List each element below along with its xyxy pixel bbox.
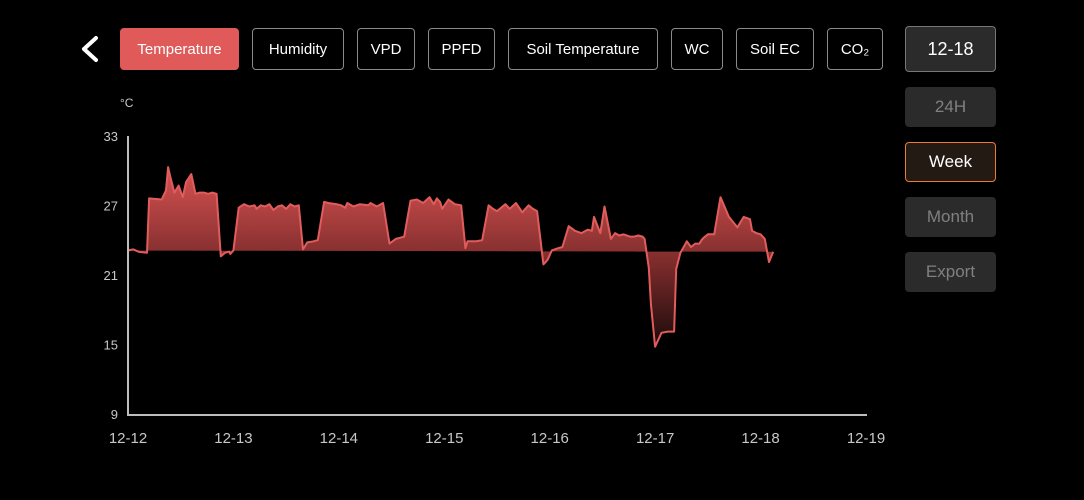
temperature-area bbox=[128, 167, 774, 347]
x-axis-ticks: 12-12 12-13 12-14 12-15 12-16 12-17 12-18 12-19 bbox=[109, 430, 885, 447]
y-tick-label: 27 bbox=[104, 199, 118, 214]
x-tick-label: 12-13 bbox=[214, 430, 252, 447]
tab-ppfd[interactable]: PPFD bbox=[428, 28, 495, 70]
tab-temperature[interactable]: Temperature bbox=[120, 28, 239, 70]
back-button[interactable] bbox=[72, 30, 108, 68]
export-button[interactable]: Export bbox=[905, 252, 996, 292]
y-axis-unit: °C bbox=[120, 96, 134, 110]
x-tick-label: 12-14 bbox=[320, 430, 358, 447]
x-tick-label: 12-16 bbox=[531, 430, 569, 447]
date-picker-button[interactable]: 12-18 bbox=[905, 26, 996, 72]
tab-soil-ec[interactable]: Soil EC bbox=[736, 28, 814, 70]
x-tick-label: 12-12 bbox=[109, 430, 147, 447]
x-tick-label: 12-18 bbox=[741, 430, 779, 447]
x-tick-label: 12-19 bbox=[847, 430, 885, 447]
y-axis-ticks: 9 15 21 27 33 bbox=[104, 129, 118, 422]
tab-co2[interactable]: CO₂ bbox=[827, 28, 883, 70]
temperature-line bbox=[127, 166, 775, 348]
range-month-button[interactable]: Month bbox=[905, 197, 996, 237]
y-tick-label: 9 bbox=[111, 407, 118, 422]
x-tick-label: 12-15 bbox=[425, 430, 463, 447]
y-tick-label: 33 bbox=[104, 129, 118, 144]
tab-soil-temperature[interactable]: Soil Temperature bbox=[508, 28, 658, 70]
tab-humidity[interactable]: Humidity bbox=[252, 28, 344, 70]
tab-wc[interactable]: WC bbox=[671, 28, 723, 70]
x-tick-label: 12-17 bbox=[636, 430, 674, 447]
range-week-button[interactable]: Week bbox=[905, 142, 996, 182]
chevron-left-icon bbox=[82, 36, 98, 62]
range-24h-button[interactable]: 24H bbox=[905, 87, 996, 127]
tab-vpd[interactable]: VPD bbox=[357, 28, 415, 70]
y-tick-label: 15 bbox=[104, 338, 118, 353]
y-tick-label: 21 bbox=[104, 268, 118, 283]
